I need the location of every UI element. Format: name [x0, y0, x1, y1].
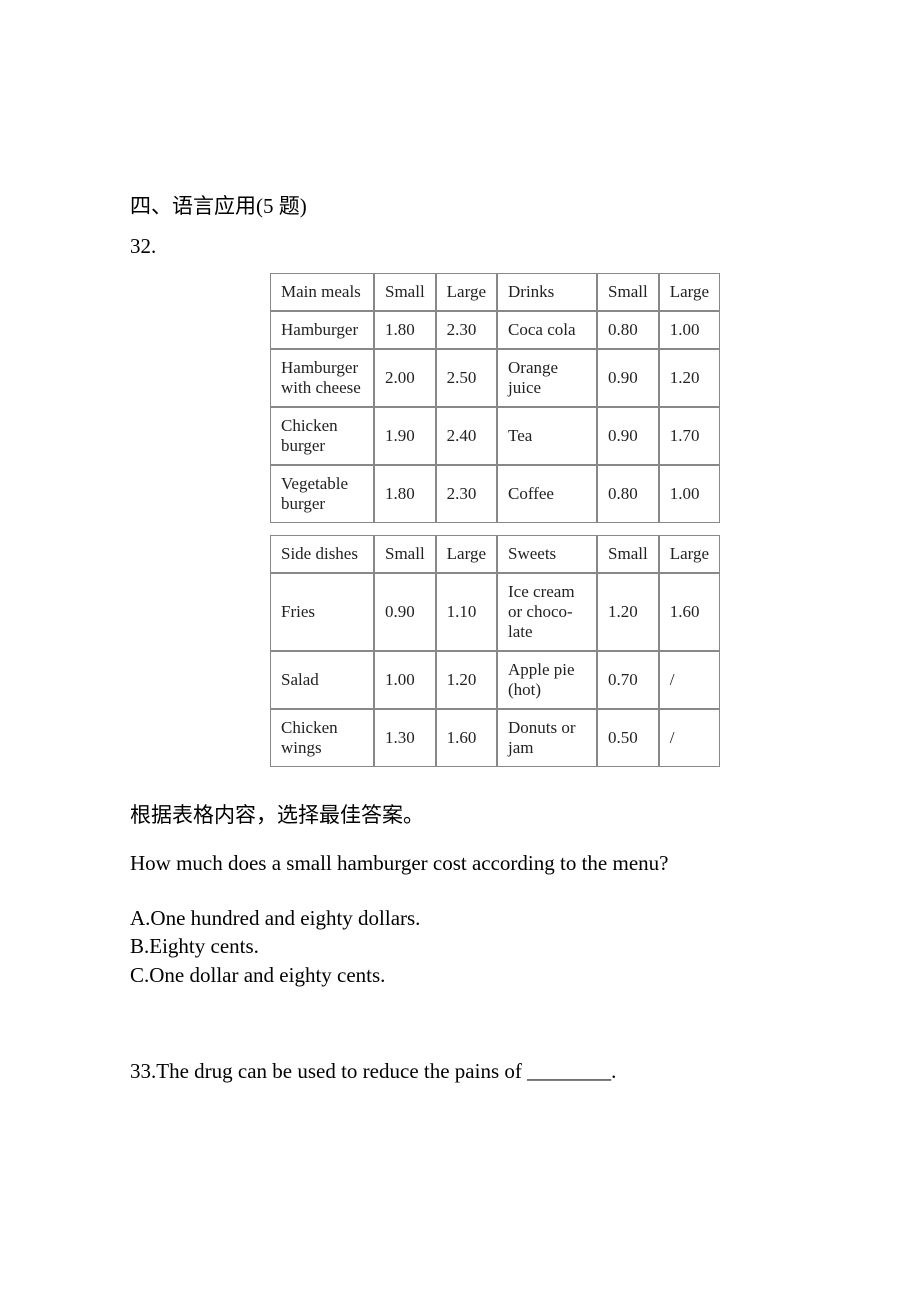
cell-value: 1.00	[374, 651, 436, 709]
cell-value: 0.90	[374, 573, 436, 651]
cell-value: 1.20	[597, 573, 659, 651]
option-b: B.Eighty cents.	[130, 932, 790, 960]
table-row: Chicken burger 1.90 2.40 Tea 0.90 1.70	[270, 407, 720, 465]
header-small-4: Small	[597, 535, 659, 573]
cell-value: 0.80	[597, 311, 659, 349]
cell-value: 1.10	[436, 573, 497, 651]
header-side-dishes: Side dishes	[270, 535, 374, 573]
table-header-row: Side dishes Small Large Sweets Small Lar…	[270, 535, 720, 573]
question-33-text: 33.The drug can be used to reduce the pa…	[130, 1059, 790, 1084]
cell-item: Coffee	[497, 465, 597, 523]
question-32-text: How much does a small hamburger cost acc…	[130, 851, 790, 876]
table-row: Hamburger 1.80 2.30 Coca cola 0.80 1.00	[270, 311, 720, 349]
cell-value: 1.20	[436, 651, 497, 709]
cell-value: 0.70	[597, 651, 659, 709]
header-large-3: Large	[436, 535, 497, 573]
header-small-2: Small	[597, 273, 659, 311]
menu-table-2: Side dishes Small Large Sweets Small Lar…	[270, 535, 720, 767]
cell-value: 0.90	[597, 349, 659, 407]
table-row: Chicken wings 1.30 1.60 Donuts or jam 0.…	[270, 709, 720, 767]
section-header: 四、语言应用(5 题)	[130, 190, 790, 220]
cell-item: Vegetable burger	[270, 465, 374, 523]
cell-value: 0.50	[597, 709, 659, 767]
cell-value: 0.90	[597, 407, 659, 465]
cell-value: 1.30	[374, 709, 436, 767]
header-sweets: Sweets	[497, 535, 597, 573]
cell-item: Salad	[270, 651, 374, 709]
table-row: Hamburger with cheese 2.00 2.50 Orange j…	[270, 349, 720, 407]
option-c: C.One dollar and eighty cents.	[130, 961, 790, 989]
cell-item: Orange juice	[497, 349, 597, 407]
cell-value: 1.60	[659, 573, 720, 651]
cell-value: 0.80	[597, 465, 659, 523]
header-drinks: Drinks	[497, 273, 597, 311]
option-a: A.One hundred and eighty dollars.	[130, 904, 790, 932]
cell-value: 2.50	[436, 349, 497, 407]
cell-item: Chicken burger	[270, 407, 374, 465]
header-small-3: Small	[374, 535, 436, 573]
question-32-number: 32.	[130, 234, 790, 259]
cell-item: Hamburger	[270, 311, 374, 349]
cell-value: 2.40	[436, 407, 497, 465]
cell-value: 1.00	[659, 465, 720, 523]
cell-item: Apple pie (hot)	[497, 651, 597, 709]
cell-value: 1.20	[659, 349, 720, 407]
cell-item: Hamburger with cheese	[270, 349, 374, 407]
cell-value: 2.30	[436, 465, 497, 523]
cell-item: Fries	[270, 573, 374, 651]
cell-item: Chicken wings	[270, 709, 374, 767]
header-main-meals: Main meals	[270, 273, 374, 311]
header-large-1: Large	[436, 273, 497, 311]
header-large-2: Large	[659, 273, 720, 311]
cell-item: Donuts or jam	[497, 709, 597, 767]
question-32-options: A.One hundred and eighty dollars. B.Eigh…	[130, 904, 790, 989]
cell-item: Ice cream or choco-late	[497, 573, 597, 651]
cell-item: Tea	[497, 407, 597, 465]
table-header-row: Main meals Small Large Drinks Small Larg…	[270, 273, 720, 311]
menu-table-1: Main meals Small Large Drinks Small Larg…	[270, 273, 720, 523]
question-instructions: 根据表格内容，选择最佳答案。	[130, 799, 790, 829]
cell-value: 1.60	[436, 709, 497, 767]
header-small-1: Small	[374, 273, 436, 311]
cell-value: 1.80	[374, 311, 436, 349]
cell-value: /	[659, 651, 720, 709]
cell-value: 1.80	[374, 465, 436, 523]
cell-value: 1.90	[374, 407, 436, 465]
cell-value: 2.00	[374, 349, 436, 407]
table-row: Salad 1.00 1.20 Apple pie (hot) 0.70 /	[270, 651, 720, 709]
cell-item: Coca cola	[497, 311, 597, 349]
cell-value: 2.30	[436, 311, 497, 349]
header-large-4: Large	[659, 535, 720, 573]
cell-value: 1.70	[659, 407, 720, 465]
cell-value: 1.00	[659, 311, 720, 349]
table-row: Fries 0.90 1.10 Ice cream or choco-late …	[270, 573, 720, 651]
cell-value: /	[659, 709, 720, 767]
table-row: Vegetable burger 1.80 2.30 Coffee 0.80 1…	[270, 465, 720, 523]
